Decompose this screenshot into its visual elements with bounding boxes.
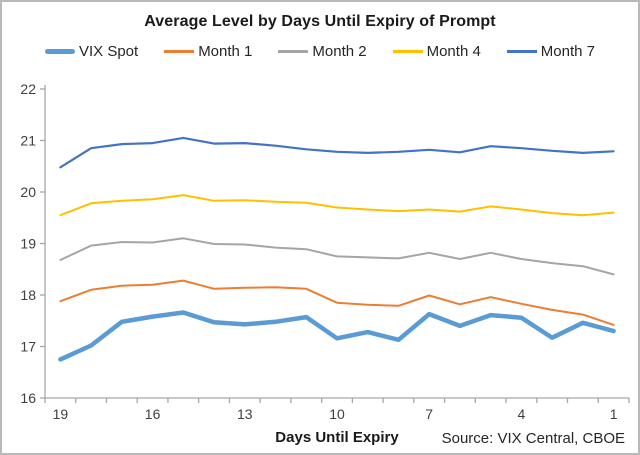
legend-label: Month 1 — [198, 43, 253, 60]
x-tick-label: 4 — [518, 406, 526, 422]
series-line-month-4 — [59, 194, 615, 217]
legend-line-swatch — [506, 50, 537, 53]
legend-item-month-1: Month 1 — [164, 43, 252, 60]
legend-line-swatch — [164, 50, 195, 53]
series-line-vix-spot — [58, 310, 616, 362]
x-tick-label: 1 — [610, 406, 618, 422]
source-caption: Source: VIX Central, CBOE — [441, 430, 625, 447]
legend-label: VIX Spot — [78, 43, 139, 60]
legend-line-swatch — [278, 50, 309, 53]
series-line-month-2 — [59, 237, 615, 276]
y-tick-label: 19 — [20, 236, 36, 252]
series-line-month-7 — [59, 136, 615, 169]
y-tick-label: 16 — [20, 390, 36, 406]
x-tick-label: 10 — [329, 406, 345, 422]
legend-item-vix-spot: VIX Spot — [44, 43, 139, 60]
y-tick-label: 17 — [20, 339, 36, 355]
legend-item-month-7: Month 7 — [506, 43, 595, 60]
legend-item-month-2: Month 2 — [278, 43, 367, 60]
x-tick-label: 13 — [237, 406, 253, 422]
legend-item-month-4: Month 4 — [392, 43, 481, 60]
chart-title: Average Level by Days Until Expiry of Pr… — [144, 13, 496, 30]
legend-label: Month 4 — [426, 43, 481, 60]
y-tick-label: 18 — [20, 287, 36, 303]
chart-legend: VIX Spot Month 1 Month 2 Month 4 Month 7 — [2, 43, 638, 60]
y-tick-label: 21 — [20, 133, 36, 149]
y-tick-label: 20 — [20, 184, 36, 200]
x-tick-label: 19 — [53, 406, 69, 422]
x-axis: 19 16 13 10 7 4 1 — [44, 397, 630, 422]
x-tick-label: 7 — [425, 406, 433, 422]
legend-line-swatch — [44, 49, 75, 54]
legend-label: Month 2 — [312, 43, 367, 60]
legend-line-swatch — [392, 50, 423, 53]
x-axis-title: Days Until Expiry — [275, 429, 399, 446]
series-line-month-1 — [59, 279, 615, 326]
x-tick-label: 16 — [145, 406, 161, 422]
y-axis: 16 17 18 19 20 21 22 — [20, 81, 46, 406]
legend-label: Month 7 — [540, 43, 595, 60]
y-tick-label: 22 — [20, 81, 36, 97]
